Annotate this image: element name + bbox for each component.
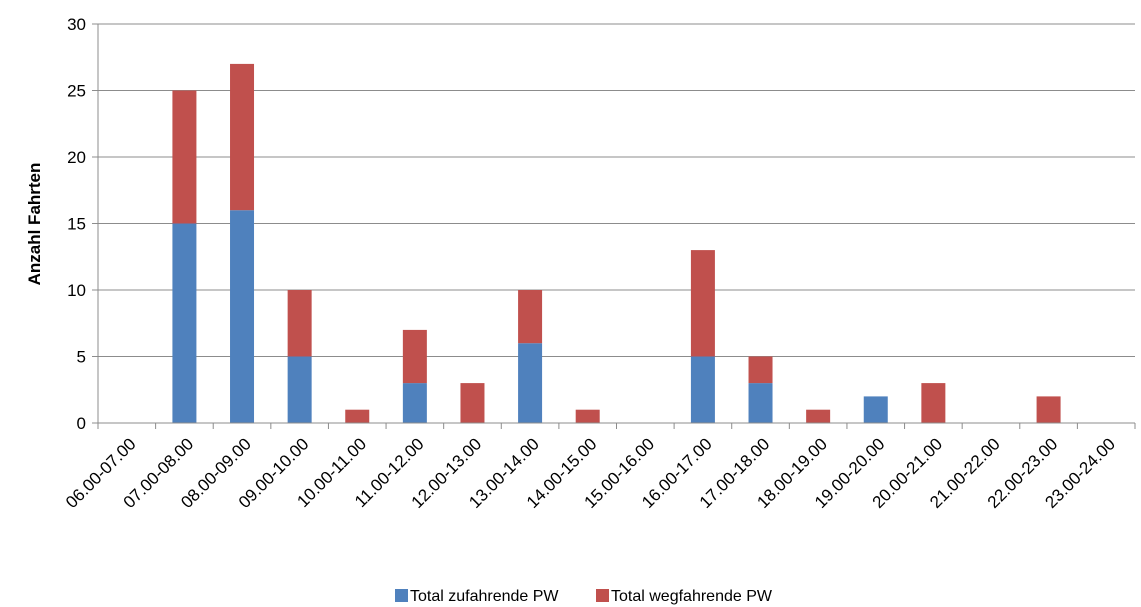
y-tick-label: 15 (67, 215, 86, 234)
bar-wegfahrende-11.00-12.00 (402, 329, 427, 384)
bar-wegfahrende-08.00-09.00 (230, 63, 255, 211)
bar-zufahrende-07.00-08.00 (172, 223, 197, 423)
bar-wegfahrende-09.00-10.00 (287, 290, 312, 357)
y-tick-label: 0 (77, 414, 86, 433)
bar-wegfahrende-17.00-18.00 (748, 356, 773, 384)
bar-zufahrende-11.00-12.00 (402, 383, 427, 423)
legend: Total zufahrende PW Total wegfahrende PW (395, 588, 773, 605)
legend-swatch-wegfahrende (596, 589, 609, 602)
y-axis-ticks: 0 5 10 15 20 25 30 (67, 15, 99, 433)
bar-zufahrende-17.00-18.00 (748, 383, 773, 423)
bar-wegfahrende-13.00-14.00 (518, 290, 543, 344)
bar-wegfahrende-12.00-13.00 (460, 383, 485, 423)
bar-wegfahrende-22.00-23.00 (1036, 396, 1061, 423)
bars (172, 63, 1061, 423)
x-axis (97, 422, 1136, 429)
y-tick-label: 5 (77, 348, 86, 367)
y-axis-label: Anzahl Fahrten (25, 163, 44, 286)
x-axis-ticks: 06.00-07.0007.00-08.0008.00-09.0009.00-1… (62, 434, 1119, 512)
bar-wegfahrende-18.00-19.00 (806, 409, 831, 423)
legend-swatch-zufahrende (395, 589, 408, 602)
bar-wegfahrende-20.00-21.00 (921, 383, 946, 423)
bar-wegfahrende-16.00-17.00 (690, 250, 715, 357)
gridlines (98, 23, 1135, 357)
legend-label-wegfahrende: Total wegfahrende PW (611, 588, 773, 605)
y-tick-label: 20 (67, 148, 86, 167)
bar-zufahrende-19.00-20.00 (863, 396, 888, 423)
y-tick-label: 10 (67, 281, 86, 300)
bar-zufahrende-08.00-09.00 (230, 210, 255, 423)
y-tick-label: 30 (67, 15, 86, 34)
bar-zufahrende-16.00-17.00 (690, 356, 715, 423)
bar-wegfahrende-10.00-11.00 (345, 409, 370, 423)
bar-wegfahrende-14.00-15.00 (575, 409, 600, 423)
y-tick-label: 25 (67, 82, 86, 101)
bar-zufahrende-13.00-14.00 (518, 343, 543, 423)
legend-label-zufahrende: Total zufahrende PW (410, 588, 559, 605)
bar-wegfahrende-07.00-08.00 (172, 90, 197, 224)
bar-zufahrende-09.00-10.00 (287, 356, 312, 423)
